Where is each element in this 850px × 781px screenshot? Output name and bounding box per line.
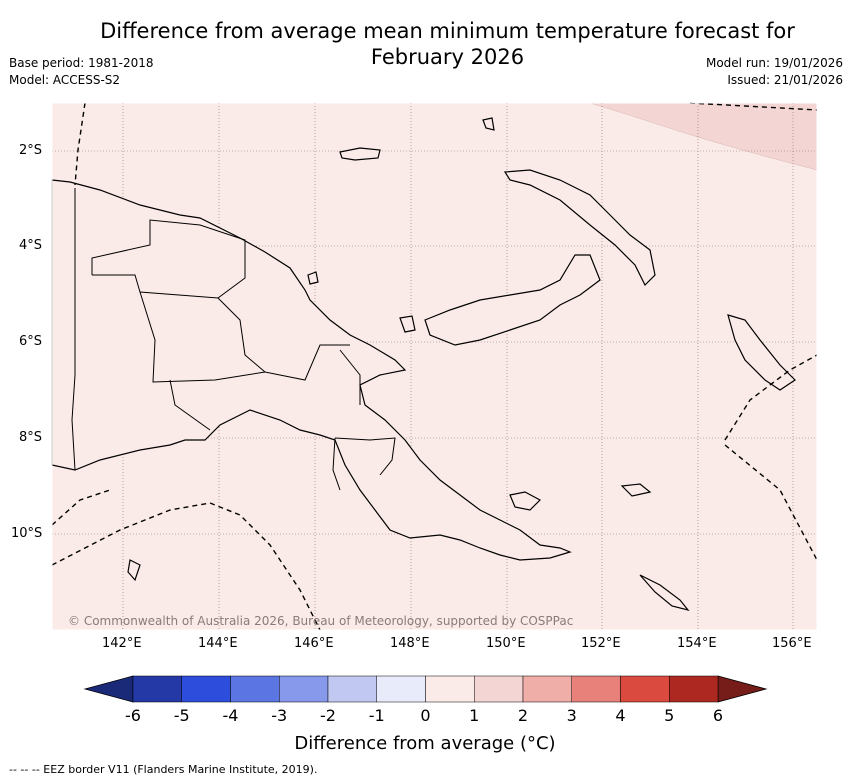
colorbar-segment xyxy=(571,675,621,703)
lon-label: 148°E xyxy=(390,636,430,651)
lat-label: 4°S xyxy=(19,238,43,253)
torres-islands xyxy=(127,559,141,582)
colorbar-segment xyxy=(669,675,719,703)
new-guinea-mainland xyxy=(51,179,572,561)
province-border xyxy=(217,297,266,373)
manus-island xyxy=(339,147,381,161)
colorbar-tick-label: 6 xyxy=(712,706,724,725)
colorbar-label: Difference from average (°C) xyxy=(294,733,556,754)
lon-label: 142°E xyxy=(102,636,142,651)
colorbar-tick-label: 2 xyxy=(517,706,529,725)
colorbar-tick-label: -5 xyxy=(173,706,190,725)
copyright-notice: © Commonwealth of Australia 2026, Bureau… xyxy=(68,614,574,628)
colorbar-tick-label: 0 xyxy=(420,706,431,725)
colorbar-tick-label: -2 xyxy=(320,706,336,725)
colorbar-tick-label: 1 xyxy=(469,706,480,725)
colorbar-tick-label: -6 xyxy=(125,706,141,725)
province-border xyxy=(339,349,361,405)
province-border xyxy=(169,379,211,431)
coastlines xyxy=(51,117,796,612)
graticule xyxy=(52,103,817,630)
fergusson-island xyxy=(509,491,541,511)
louisiade-islands xyxy=(639,574,690,612)
province-border xyxy=(91,219,246,299)
borders xyxy=(71,188,396,491)
colorbar-segment xyxy=(425,675,475,703)
colorbar-segment xyxy=(230,675,280,703)
bougainville xyxy=(727,314,796,391)
new-britain xyxy=(424,254,601,346)
colorbar-tick-label: 4 xyxy=(615,706,626,725)
woodlark-island xyxy=(620,483,652,497)
lon-label: 156°E xyxy=(772,636,812,651)
colorbar-tick-label: -1 xyxy=(368,706,385,725)
colorbar-segment xyxy=(132,675,182,703)
umboi-island xyxy=(399,315,416,333)
colorbar-segment xyxy=(376,675,426,703)
colorbar-under-triangle xyxy=(83,675,134,703)
lat-label: 10°S xyxy=(11,526,43,541)
eez-borders xyxy=(51,102,818,631)
lon-label: 152°E xyxy=(581,636,621,651)
lat-label: 2°S xyxy=(19,143,43,158)
colorbar-tick-label: -4 xyxy=(222,706,239,725)
lat-label: 8°S xyxy=(19,430,43,445)
colorbar-segment xyxy=(279,675,329,703)
meta-left: Base period: 1981-2018 Model: ACCESS-S2 xyxy=(9,55,154,89)
colorbar-tick-label: 5 xyxy=(664,706,675,725)
lon-label: 150°E xyxy=(486,636,526,651)
new-hanover xyxy=(482,117,495,131)
colorbar-tick-label: 3 xyxy=(566,706,577,725)
province-border xyxy=(334,437,396,476)
issued-date: Issued: 21/01/2026 xyxy=(727,73,843,87)
colorbar-segment xyxy=(620,675,670,703)
colorbar-segment xyxy=(181,675,231,703)
base-period: Base period: 1981-2018 xyxy=(9,56,154,70)
lon-label: 144°E xyxy=(198,636,238,651)
colorbar-over-triangle xyxy=(717,675,768,703)
map-title: Difference from average mean minimum tem… xyxy=(100,19,795,69)
colorbar-segment xyxy=(327,675,377,703)
international-border xyxy=(71,188,76,471)
province-border xyxy=(332,437,341,491)
new-ireland xyxy=(503,169,656,287)
colorbar-segment xyxy=(474,675,524,703)
meta-right: Model run: 19/01/2026 Issued: 21/01/2026 xyxy=(706,55,843,89)
colorbar-tick-label: -3 xyxy=(271,706,288,725)
lon-label: 154°E xyxy=(677,636,717,651)
lat-label: 6°S xyxy=(19,334,43,349)
karkar-island xyxy=(307,271,319,285)
colorbar-segment xyxy=(522,675,572,703)
model-name: Model: ACCESS-S2 xyxy=(9,73,121,87)
lon-label: 146°E xyxy=(294,636,334,651)
eez-legend-note: -- -- -- EEZ border V11 (Flanders Marine… xyxy=(9,763,318,776)
model-run: Model run: 19/01/2026 xyxy=(705,56,843,70)
province-border xyxy=(139,291,350,383)
